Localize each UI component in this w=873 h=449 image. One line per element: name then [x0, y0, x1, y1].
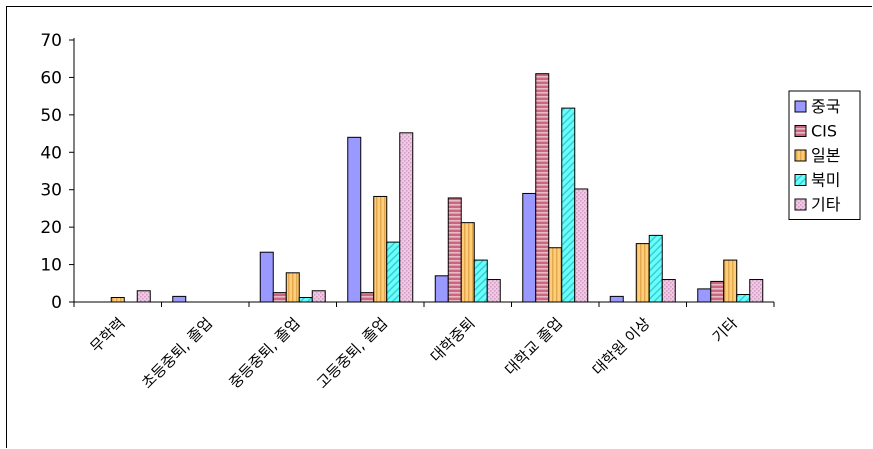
bar-2-3 [272, 292, 287, 303]
bar-5-4 [399, 132, 414, 303]
y-tick-label: 70 [40, 31, 62, 51]
legend-swatch [794, 125, 807, 137]
legend-swatch [794, 198, 807, 211]
x-category-label: 무학력 [87, 314, 129, 356]
x-category-label: 고등중퇴, 졸업 [313, 314, 391, 392]
bar-1-8 [697, 288, 712, 303]
legend-label: 북미 [811, 171, 840, 190]
bars [110, 73, 764, 303]
bar-1-3 [259, 251, 274, 303]
bar-5-1 [136, 290, 151, 303]
bar-4-4 [386, 241, 401, 303]
x-category-label: 중등중퇴, 졸업 [226, 314, 304, 392]
legend-label: CIS [811, 122, 837, 141]
bar-3-6 [548, 247, 563, 303]
bar-3-7 [635, 243, 650, 303]
bar-1-4 [347, 136, 362, 303]
bar-5-5 [486, 279, 501, 303]
legend-label: 기타 [811, 195, 841, 214]
legend-swatch [794, 100, 807, 113]
bar-4-6 [561, 107, 576, 303]
bar-4-7 [648, 234, 663, 303]
y-tick-label: 20 [40, 218, 62, 238]
bar-1-6 [522, 192, 537, 303]
bar-5-8 [749, 279, 764, 303]
x-category-label: 초등중퇴, 졸업 [138, 314, 216, 392]
x-category-label: 대학교 졸업 [501, 314, 566, 379]
y-tick-label: 10 [40, 256, 62, 276]
y-tick-label: 50 [40, 106, 62, 126]
bar-5-3 [311, 290, 326, 303]
y-tick-label: 40 [40, 143, 62, 163]
bar-3-4 [373, 195, 388, 303]
legend-swatch [794, 149, 807, 162]
legend-swatch [794, 174, 807, 186]
legend-label: 중국 [811, 97, 840, 116]
bar-1-7 [609, 295, 624, 303]
x-category-label: 대학중퇴 [427, 314, 479, 366]
y-tick-label: 60 [40, 68, 62, 88]
axes: 0 10 20 30 40 50 60 70 [40, 31, 775, 313]
bar-3-5 [460, 222, 475, 303]
bar-2-5 [447, 197, 462, 303]
y-tick-label: 0 [51, 293, 62, 313]
category-labels: 무학력 초등중퇴, 졸업 중등중퇴, 졸업 고등중퇴, 졸업 대학중퇴 대학교 졸업 대학원… [87, 314, 742, 392]
bar-3-3 [285, 272, 300, 303]
chart-frame [6, 6, 872, 448]
bar-3-8 [723, 259, 738, 303]
bar-5-6 [574, 188, 589, 303]
bar-2-8 [710, 280, 725, 303]
x-category-label: 대학원 이상 [589, 314, 654, 379]
y-tick-label: 30 [40, 181, 62, 201]
bar-4-8 [736, 294, 751, 303]
bar-2-4 [360, 292, 375, 303]
bar-1-5 [434, 275, 449, 303]
x-category-label: 기타 [709, 314, 741, 346]
bar-4-5 [473, 259, 488, 303]
legend-label: 일본 [811, 146, 840, 165]
bar-3-1 [110, 297, 125, 303]
bar-4-3 [298, 297, 313, 303]
bar-5-7 [661, 279, 676, 303]
bar-1-2 [172, 295, 187, 303]
bar-2-6 [535, 73, 550, 303]
